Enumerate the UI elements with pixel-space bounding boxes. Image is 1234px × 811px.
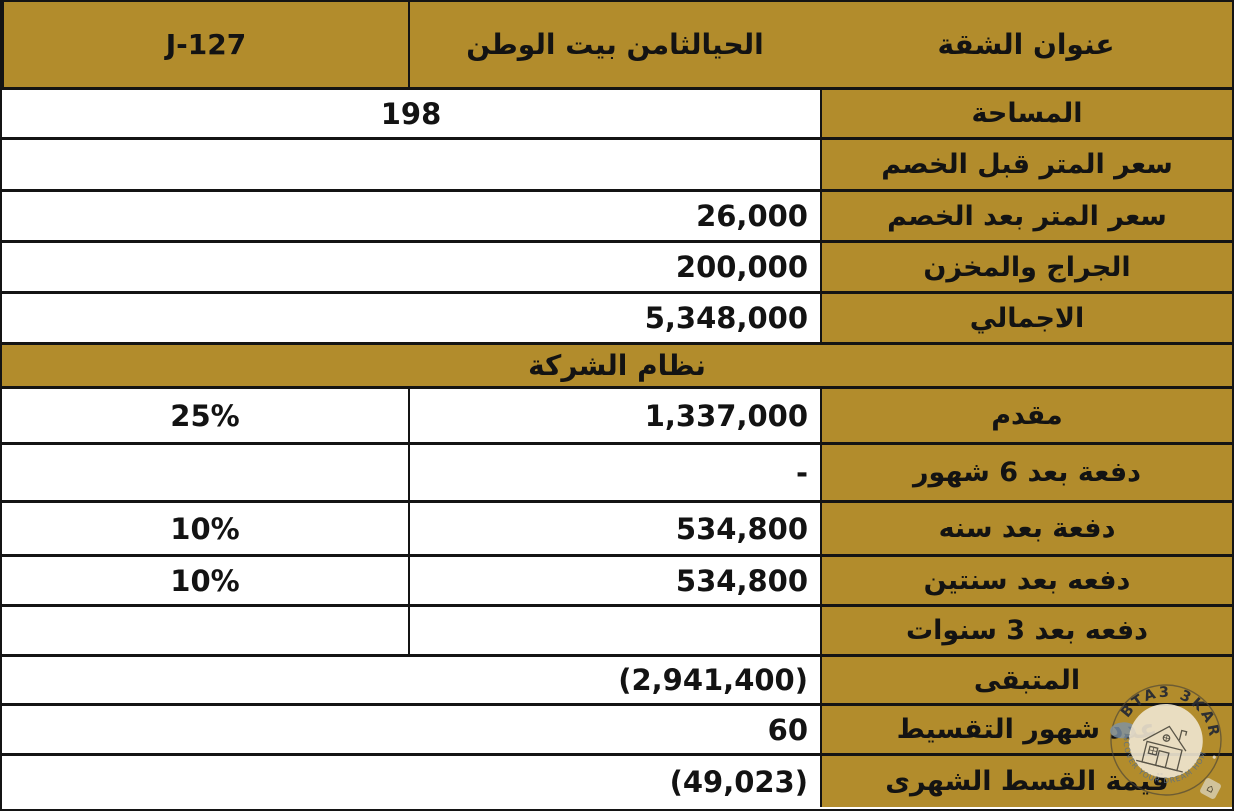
- row-value: -: [408, 445, 820, 500]
- row-value: 5,348,000: [644, 301, 808, 335]
- row-percent: 25%: [170, 398, 240, 433]
- section-title-band: نظام الشركة: [2, 345, 1232, 389]
- row-value: 1,337,000: [408, 389, 820, 442]
- table-row-remaining: المتبقى (2,941,400): [2, 657, 1232, 706]
- row-label: عدد شهور التقسيط: [820, 706, 1232, 753]
- row-label: سعر المتر قبل الخصم: [820, 140, 1232, 189]
- table-row-area: المساحة 198: [2, 90, 1232, 140]
- table-row-price-before: سعر المتر قبل الخصم: [2, 140, 1232, 192]
- row-label: المساحة: [820, 90, 1232, 137]
- row-label: الجراج والمخزن: [820, 243, 1232, 291]
- row-label: دفعة بعد سنه: [820, 503, 1232, 554]
- header-unit-code: J-127: [2, 2, 408, 87]
- row-value: 198: [380, 96, 442, 131]
- row-label: الاجمالي: [820, 294, 1232, 342]
- table-row-garage: الجراج والمخزن 200,000: [2, 243, 1232, 294]
- table-row-monthly-installment: قيمة القسط الشهرى (49,023): [2, 756, 1232, 807]
- row-value: 200,000: [675, 250, 808, 284]
- table-row-2years: دفعه بعد سنتين 534,800 10%: [2, 557, 1232, 607]
- row-value: 60: [767, 712, 808, 747]
- row-label: المتبقى: [820, 657, 1232, 703]
- table-row-price-after: سعر المتر بعد الخصم 26,000: [2, 192, 1232, 243]
- header-project-name: الحيالثامن بيت الوطن: [408, 2, 820, 87]
- table-header-row: عنوان الشقة الحيالثامن بيت الوطن J-127: [2, 2, 1232, 90]
- table-row-total: الاجمالي 5,348,000: [2, 294, 1232, 345]
- row-value: [408, 607, 820, 654]
- row-value: 534,800: [408, 557, 820, 604]
- table-row-1year: دفعة بعد سنه 534,800 10%: [2, 503, 1232, 557]
- table-row-installment-months: عدد شهور التقسيط 60: [2, 706, 1232, 756]
- table-row-3years: دفعه بعد 3 سنوات: [2, 607, 1232, 657]
- row-value: 534,800: [408, 503, 820, 554]
- row-value: (49,023): [669, 764, 808, 799]
- header-apartment-label: عنوان الشقة: [820, 2, 1232, 87]
- row-label: دفعه بعد 3 سنوات: [820, 607, 1232, 654]
- row-label: مقدم: [820, 389, 1232, 442]
- row-label: دفعه بعد سنتين: [820, 557, 1232, 604]
- row-percent: [2, 445, 408, 500]
- row-value: [2, 140, 820, 189]
- row-label: سعر المتر بعد الخصم: [820, 192, 1232, 240]
- row-value: 26,000: [696, 199, 808, 233]
- table-row-downpayment: مقدم 1,337,000 25%: [2, 389, 1232, 445]
- table-row-6months: دفعة بعد 6 شهور -: [2, 445, 1232, 503]
- row-percent: [2, 607, 408, 654]
- row-percent: 10%: [170, 563, 240, 598]
- row-label: قيمة القسط الشهرى: [820, 756, 1232, 807]
- row-label: دفعة بعد 6 شهور: [820, 445, 1232, 500]
- row-percent: 10%: [170, 511, 240, 546]
- row-value: (2,941,400): [618, 663, 808, 697]
